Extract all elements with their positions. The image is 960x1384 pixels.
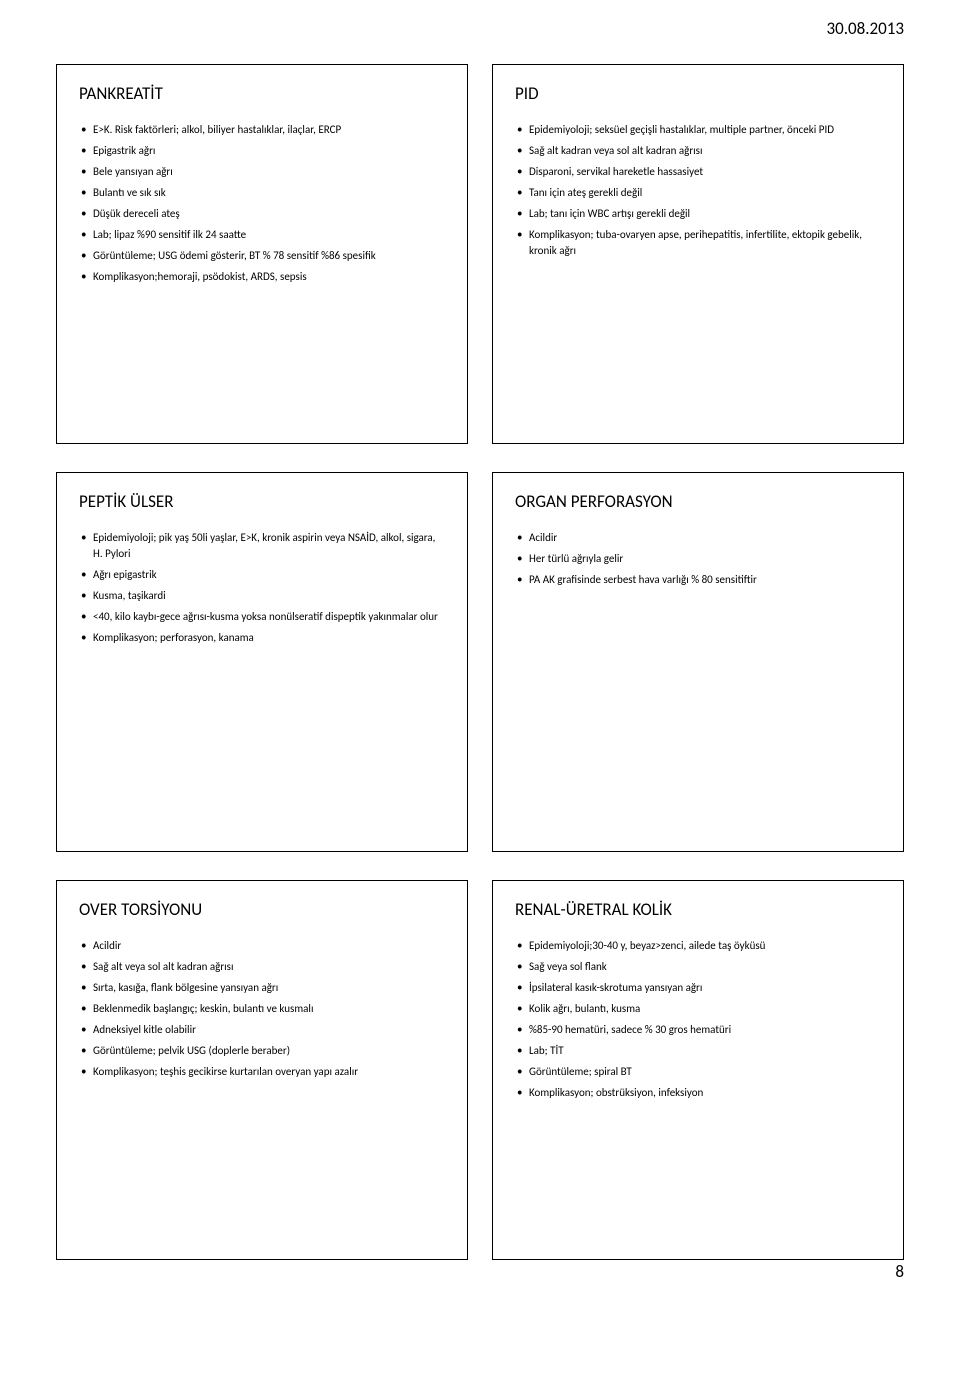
slides-grid: PANKREATİT E>K. Risk faktörleri; alkol, b…	[56, 64, 904, 1260]
bullet-item: Beklenmedik başlangıç; keskin, bulantı v…	[79, 1001, 445, 1017]
bullet-list: E>K. Risk faktörleri; alkol, biliyer has…	[79, 122, 445, 285]
bullet-item: Adneksiyel kitle olabilir	[79, 1022, 445, 1038]
bullet-item: Epidemiyoloji;30-40 y, beyaz>zenci, aile…	[515, 938, 881, 954]
bullet-item: Komplikasyon; obstrüksiyon, infeksiyon	[515, 1085, 881, 1101]
bullet-item: Acildir	[79, 938, 445, 954]
slide-title: PID	[515, 83, 881, 104]
bullet-list: Epidemiyoloji; pik yaş 50li yaşlar, E>K,…	[79, 530, 445, 646]
bullet-item: Lab; lipaz %90 sensitif ilk 24 saatte	[79, 227, 445, 243]
bullet-item: Epidemiyoloji; seksüel geçişli hastalıkl…	[515, 122, 881, 138]
bullet-item: Komplikasyon; teşhis gecikirse kurtarıla…	[79, 1064, 445, 1080]
bullet-item: Kolik ağrı, bulantı, kusma	[515, 1001, 881, 1017]
slide-title: PANKREATİT	[79, 83, 445, 104]
bullet-item: Görüntüleme; USG ödemi gösterir, BT % 78…	[79, 248, 445, 264]
bullet-list: Acildir Sağ alt veya sol alt kadran ağrıs…	[79, 938, 445, 1080]
bullet-item: Sırta, kasığa, flank bölgesine yansıyan …	[79, 980, 445, 996]
bullet-item: Acildir	[515, 530, 881, 546]
bullet-item: Her türlü ağrıyla gelir	[515, 551, 881, 567]
slide: PANKREATİT E>K. Risk faktörleri; alkol, b…	[56, 64, 468, 444]
slide-title: RENAL-ÜRETRAL KOLİK	[515, 899, 881, 920]
bullet-item: <40, kilo kaybı-gece ağrısı-kusma yoksa …	[79, 609, 445, 625]
bullet-item: PA AK grafisinde serbest hava varlığı % …	[515, 572, 881, 588]
bullet-item: Ağrı epigastrik	[79, 567, 445, 583]
bullet-item: Sağ alt veya sol alt kadran ağrısı	[79, 959, 445, 975]
bullet-item: Görüntüleme; spiral BT	[515, 1064, 881, 1080]
bullet-item: E>K. Risk faktörleri; alkol, biliyer has…	[79, 122, 445, 138]
page-number: 8	[895, 1261, 904, 1282]
slide: RENAL-ÜRETRAL KOLİK Epidemiyoloji;30-40 y…	[492, 880, 904, 1260]
slide: ORGAN PERFORASYON Acildir Her türlü ağrıyl…	[492, 472, 904, 852]
bullet-item: İpsilateral kasık-skrotuma yansıyan ağrı	[515, 980, 881, 996]
bullet-item: Komplikasyon; perforasyon, kanama	[79, 630, 445, 646]
slide-title: OVER TORSİYONU	[79, 899, 445, 920]
bullet-item: Disparoni, servikal hareketle hassasiyet	[515, 164, 881, 180]
bullet-item: Komplikasyon; tuba-ovaryen apse, perihep…	[515, 227, 881, 259]
bullet-item: Tanı için ateş gerekli değil	[515, 185, 881, 201]
bullet-item: Sağ veya sol flank	[515, 959, 881, 975]
slide-title: PEPTİK ÜLSER	[79, 491, 445, 512]
bullet-item: Bulantı ve sık sık	[79, 185, 445, 201]
bullet-item: Lab; TİT	[515, 1043, 881, 1059]
header-date: 30.08.2013	[826, 18, 904, 39]
slide: PEPTİK ÜLSER Epidemiyoloji; pik yaş 50li …	[56, 472, 468, 852]
bullet-list: Epidemiyoloji;30-40 y, beyaz>zenci, aile…	[515, 938, 881, 1101]
bullet-item: Düşük dereceli ateş	[79, 206, 445, 222]
bullet-item: Sağ alt kadran veya sol alt kadran ağrıs…	[515, 143, 881, 159]
bullet-item: %85-90 hematüri, sadece % 30 gros hematü…	[515, 1022, 881, 1038]
bullet-list: Epidemiyoloji; seksüel geçişli hastalıkl…	[515, 122, 881, 259]
slide: PID Epidemiyoloji; seksüel geçişli hastal…	[492, 64, 904, 444]
slide-title: ORGAN PERFORASYON	[515, 491, 881, 512]
bullet-item: Görüntüleme; pelvik USG (doplerle berabe…	[79, 1043, 445, 1059]
slide: OVER TORSİYONU Acildir Sağ alt veya sol al…	[56, 880, 468, 1260]
bullet-item: Bele yansıyan ağrı	[79, 164, 445, 180]
bullet-item: Lab; tanı için WBC artışı gerekli değil	[515, 206, 881, 222]
bullet-item: Epidemiyoloji; pik yaş 50li yaşlar, E>K,…	[79, 530, 445, 562]
bullet-item: Komplikasyon;hemoraji, psödokist, ARDS, …	[79, 269, 445, 285]
bullet-item: Epigastrik ağrı	[79, 143, 445, 159]
bullet-list: Acildir Her türlü ağrıyla gelir PA AK graf…	[515, 530, 881, 588]
bullet-item: Kusma, taşikardi	[79, 588, 445, 604]
